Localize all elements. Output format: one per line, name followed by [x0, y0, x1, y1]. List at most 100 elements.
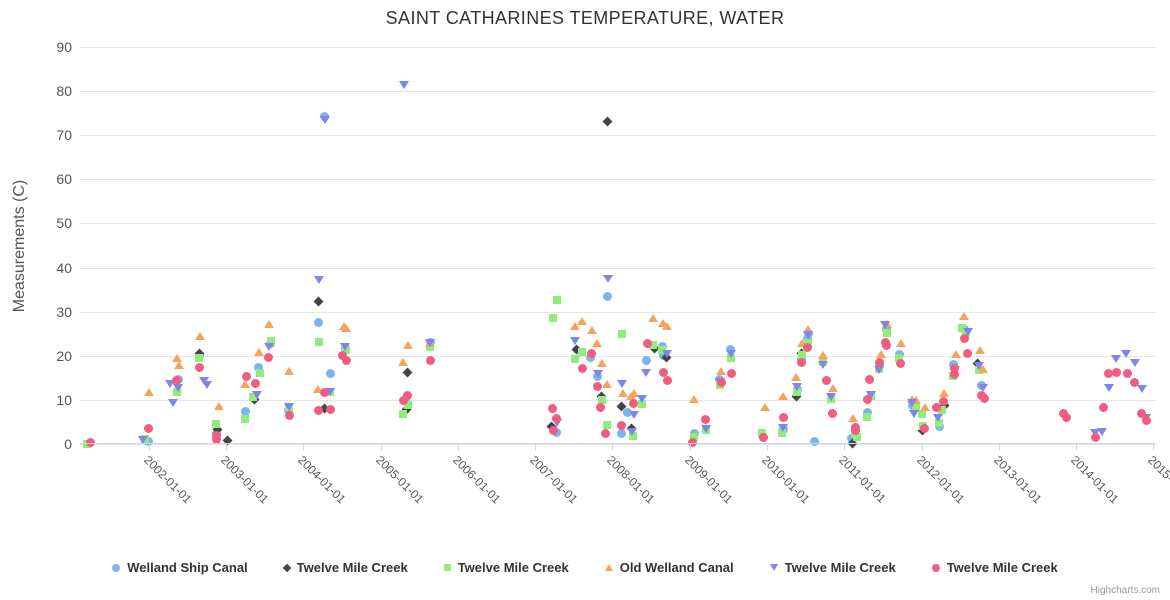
data-point[interactable]	[551, 419, 562, 428]
data-point[interactable]	[552, 413, 562, 423]
highcharts-credit[interactable]: Highcharts.com	[1090, 585, 1160, 596]
data-point[interactable]	[602, 380, 613, 389]
legend-item[interactable]: Twelve Mile Creek	[282, 560, 408, 575]
data-point[interactable]	[1122, 368, 1132, 378]
data-point[interactable]	[803, 325, 813, 334]
data-point[interactable]	[880, 321, 891, 330]
data-point[interactable]	[1090, 432, 1100, 442]
data-point[interactable]	[1098, 402, 1108, 412]
data-point[interactable]	[822, 375, 832, 385]
data-point[interactable]	[637, 400, 646, 409]
data-point[interactable]	[570, 322, 581, 331]
data-point[interactable]	[603, 292, 613, 302]
data-point[interactable]	[314, 337, 323, 346]
data-point[interactable]	[1062, 413, 1072, 423]
data-point[interactable]	[617, 420, 627, 430]
data-point[interactable]	[874, 366, 885, 375]
data-point[interactable]	[1110, 355, 1121, 364]
data-point[interactable]	[548, 314, 557, 323]
legend-item[interactable]: Twelve Mile Creek	[931, 560, 1058, 575]
data-point[interactable]	[85, 438, 95, 448]
data-point[interactable]	[640, 368, 651, 377]
data-point[interactable]	[1121, 349, 1132, 358]
data-point[interactable]	[875, 357, 885, 367]
data-point[interactable]	[592, 381, 602, 391]
data-point[interactable]	[977, 384, 988, 393]
data-point[interactable]	[251, 391, 262, 400]
data-point[interactable]	[882, 329, 891, 338]
data-point[interactable]	[851, 426, 861, 436]
data-point[interactable]	[201, 381, 212, 390]
data-point[interactable]	[403, 390, 413, 400]
data-point[interactable]	[602, 275, 613, 284]
data-point[interactable]	[398, 395, 408, 405]
data-point[interactable]	[629, 411, 640, 420]
data-point[interactable]	[662, 375, 672, 385]
data-point[interactable]	[253, 348, 264, 357]
legend-item[interactable]: Welland Ship Canal	[112, 560, 248, 575]
data-point[interactable]	[949, 364, 959, 374]
data-point[interactable]	[597, 396, 606, 405]
data-point[interactable]	[254, 362, 264, 372]
data-point[interactable]	[896, 358, 906, 368]
data-point[interactable]	[571, 355, 580, 364]
legend-item[interactable]: Twelve Mile Creek	[443, 560, 569, 575]
data-point[interactable]	[167, 399, 178, 408]
data-point[interactable]	[1136, 385, 1147, 394]
data-point[interactable]	[340, 324, 351, 333]
data-point[interactable]	[603, 421, 612, 430]
data-point[interactable]	[320, 387, 330, 397]
data-point[interactable]	[716, 377, 726, 387]
data-point[interactable]	[212, 435, 222, 445]
data-point[interactable]	[792, 382, 803, 391]
data-point[interactable]	[818, 351, 829, 360]
data-point[interactable]	[617, 389, 628, 398]
data-point[interactable]	[797, 351, 806, 360]
data-point[interactable]	[934, 419, 943, 428]
data-point[interactable]	[1104, 384, 1115, 393]
data-point[interactable]	[173, 360, 184, 369]
data-point[interactable]	[907, 399, 918, 408]
data-point[interactable]	[586, 326, 597, 335]
data-point[interactable]	[895, 353, 904, 362]
data-point[interactable]	[617, 330, 626, 339]
data-point[interactable]	[399, 409, 408, 418]
data-point[interactable]	[796, 339, 807, 348]
data-point[interactable]	[284, 410, 294, 420]
data-point[interactable]	[700, 424, 711, 433]
data-point[interactable]	[950, 369, 960, 379]
data-point[interactable]	[626, 427, 637, 436]
data-point[interactable]	[920, 403, 931, 412]
data-point[interactable]	[689, 395, 700, 404]
data-point[interactable]	[1111, 368, 1121, 378]
data-point[interactable]	[882, 340, 892, 350]
data-point[interactable]	[284, 367, 295, 376]
data-point[interactable]	[194, 332, 205, 341]
data-point[interactable]	[803, 331, 813, 340]
data-point[interactable]	[636, 394, 647, 403]
data-point[interactable]	[863, 407, 872, 417]
data-point[interactable]	[264, 353, 274, 363]
data-point[interactable]	[549, 425, 559, 435]
legend-item[interactable]: Twelve Mile Creek	[769, 560, 896, 575]
data-point[interactable]	[425, 355, 435, 365]
data-point[interactable]	[791, 372, 802, 381]
data-point[interactable]	[1137, 409, 1147, 419]
data-point[interactable]	[908, 409, 919, 418]
data-point[interactable]	[917, 409, 926, 418]
data-point[interactable]	[617, 428, 627, 438]
data-point[interactable]	[687, 437, 697, 447]
data-point[interactable]	[592, 370, 603, 379]
data-point[interactable]	[862, 412, 871, 421]
data-point[interactable]	[726, 349, 737, 358]
data-point[interactable]	[325, 405, 335, 415]
data-point[interactable]	[973, 362, 984, 371]
data-point[interactable]	[920, 424, 930, 434]
data-point[interactable]	[578, 348, 587, 357]
data-point[interactable]	[726, 368, 736, 378]
data-point[interactable]	[313, 405, 323, 415]
data-point[interactable]	[1141, 416, 1151, 426]
data-point[interactable]	[863, 394, 872, 404]
data-point[interactable]	[865, 375, 875, 385]
data-point[interactable]	[214, 401, 225, 410]
